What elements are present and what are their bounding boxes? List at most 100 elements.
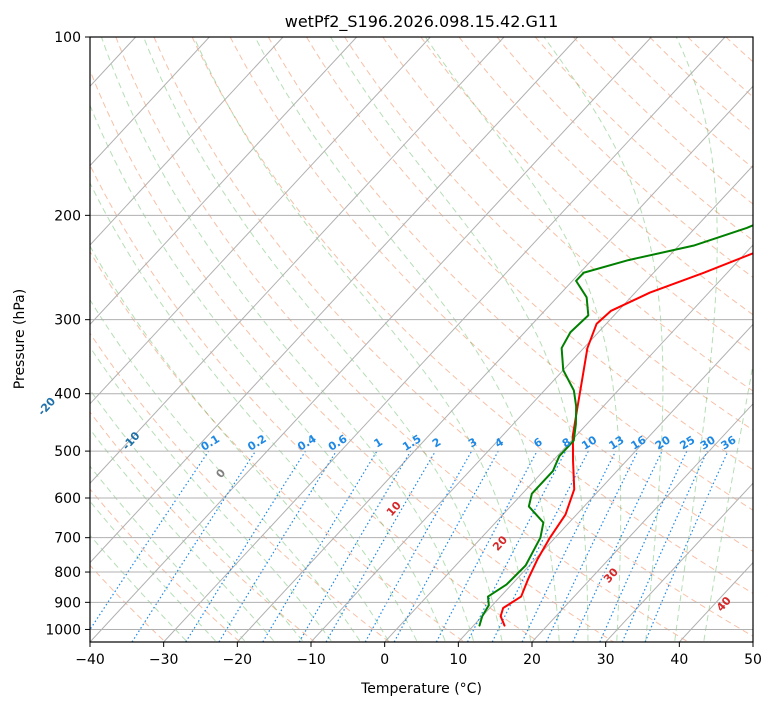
dry-adiabat-line xyxy=(687,37,753,98)
x-tick-label: 10 xyxy=(449,652,467,668)
moist-adiabat-line xyxy=(703,362,753,641)
mixing-ratio-line xyxy=(572,450,663,642)
dry-adiabat-line xyxy=(115,37,689,642)
mixing-ratio-label: 0.4 xyxy=(295,432,319,454)
dry-adiabat-line xyxy=(90,411,316,642)
y-tick-label: 300 xyxy=(54,313,81,329)
y-tick-label: 600 xyxy=(54,491,81,507)
mixing-ratio-line xyxy=(621,450,708,642)
y-tick-label: 100 xyxy=(54,30,81,46)
moist-adiabat-line xyxy=(674,37,718,641)
mixing-ratio-label: 25 xyxy=(677,433,697,452)
isotherm-line xyxy=(605,482,753,642)
isotherm-line xyxy=(90,37,505,484)
mixing-ratio-line xyxy=(218,450,337,642)
moist-adiabat-line xyxy=(90,500,216,642)
mixing-ratio-label: 2 xyxy=(430,435,443,450)
isotherm-line xyxy=(0,37,62,642)
dry-adiabat-line xyxy=(90,164,540,642)
dry-adiabat-line xyxy=(267,37,753,511)
x-tick-label: 0 xyxy=(380,652,389,668)
isotherm-line xyxy=(90,37,284,246)
y-tick-label: 400 xyxy=(54,387,81,403)
dry-adiabat-line xyxy=(458,37,753,316)
isotherm-line xyxy=(90,37,652,642)
x-tick-label: −20 xyxy=(223,652,253,668)
dry-adiabat-line xyxy=(90,332,390,642)
moist-adiabat-label: 10 xyxy=(384,499,404,519)
mixing-ratio-label: 16 xyxy=(629,433,649,452)
mixing-ratio-label: 0.1 xyxy=(199,432,222,453)
chart-title: wetPf2_S196.2026.098.15.42.G11 xyxy=(285,12,559,32)
moist-adiabat-line xyxy=(90,389,303,642)
dry-adiabat-line xyxy=(90,250,465,642)
isotherm-line xyxy=(163,37,726,642)
x-tick-label: 20 xyxy=(523,652,541,668)
temperature-profile-line xyxy=(499,252,753,627)
y-tick-label: 800 xyxy=(54,565,81,581)
pressure-gridlines xyxy=(90,37,753,630)
moist-adiabat-line xyxy=(254,37,560,641)
dry-adiabat-line xyxy=(496,37,753,279)
moist-adiabat-line xyxy=(330,37,589,641)
mixing-ratio-line xyxy=(644,450,729,642)
isotherm-line xyxy=(531,403,753,642)
moist-adiabat-line xyxy=(90,104,446,641)
x-tick-label: −40 xyxy=(75,652,105,668)
dry-adiabat-line xyxy=(90,488,241,642)
moist-adiabat-line xyxy=(90,245,389,642)
dry-adiabat-line xyxy=(611,37,753,169)
mixing-ratio-line xyxy=(521,450,617,642)
mixing-ratio-label: 0.2 xyxy=(245,432,268,453)
isotherm-line xyxy=(90,37,210,167)
mixing-ratio-label: 3 xyxy=(466,435,479,450)
mixing-ratio-label: 0.6 xyxy=(326,432,350,454)
background-lines xyxy=(0,37,775,642)
dry-adiabat-line xyxy=(153,37,753,637)
x-tick-label: 30 xyxy=(597,652,615,668)
x-tick-label: −30 xyxy=(149,652,179,668)
moist-adiabat-line xyxy=(90,428,274,642)
dry-adiabat-label: -10 xyxy=(120,429,143,453)
y-tick-label: 1000 xyxy=(45,622,81,638)
mixing-ratio-line xyxy=(491,450,589,642)
moist-adiabat-line xyxy=(90,346,332,642)
plot-frame xyxy=(89,36,754,643)
x-axis-label: Temperature (°C) xyxy=(360,681,482,697)
y-tick-label: 700 xyxy=(54,531,81,547)
mixing-ratio-label: 36 xyxy=(719,433,739,452)
moist-adiabat-line xyxy=(90,298,361,642)
isotherm-line xyxy=(90,37,579,564)
mixing-ratio-line xyxy=(185,450,306,642)
mixing-ratio-label: 6 xyxy=(531,435,545,450)
mixing-ratio-line xyxy=(435,450,538,642)
isotherm-line xyxy=(236,85,753,642)
x-axis-ticks: −40 −30 −20 −10 0 10 20 30 40 50 xyxy=(75,642,762,668)
mixing-ratio-line xyxy=(364,450,473,642)
moist-adiabat-line xyxy=(193,37,532,641)
dry-adiabat-line xyxy=(306,37,753,471)
dry-adiabat-line xyxy=(90,69,614,642)
moist-adiabat-line xyxy=(90,465,245,642)
isotherm-line xyxy=(678,561,753,642)
moist-adiabat-line xyxy=(143,37,503,641)
isotherm-line xyxy=(752,641,753,642)
mixing-ratio-label: 10 xyxy=(579,433,599,452)
mixing-ratio-label: 1 xyxy=(372,435,385,450)
isotherm-line xyxy=(384,244,753,642)
dry-adiabat-line xyxy=(420,37,753,354)
mixing-ratio-label: 13 xyxy=(607,433,627,452)
x-tick-label: 40 xyxy=(670,652,688,668)
dry-adiabat-line xyxy=(764,37,775,642)
isotherm-line xyxy=(90,37,431,405)
y-axis-ticks: 100 200 300 400 500 600 700 800 900 1000 xyxy=(45,30,90,638)
mixing-ratio-line xyxy=(131,450,257,642)
dry-adiabat-line xyxy=(725,37,753,63)
moist-adiabat-line xyxy=(543,37,664,641)
dry-adiabat-line xyxy=(344,37,753,431)
isotherm-line xyxy=(457,323,753,642)
y-tick-label: 900 xyxy=(54,595,81,611)
dry-adiabat-line xyxy=(191,37,753,594)
mixing-ratio-label: 20 xyxy=(653,433,673,452)
